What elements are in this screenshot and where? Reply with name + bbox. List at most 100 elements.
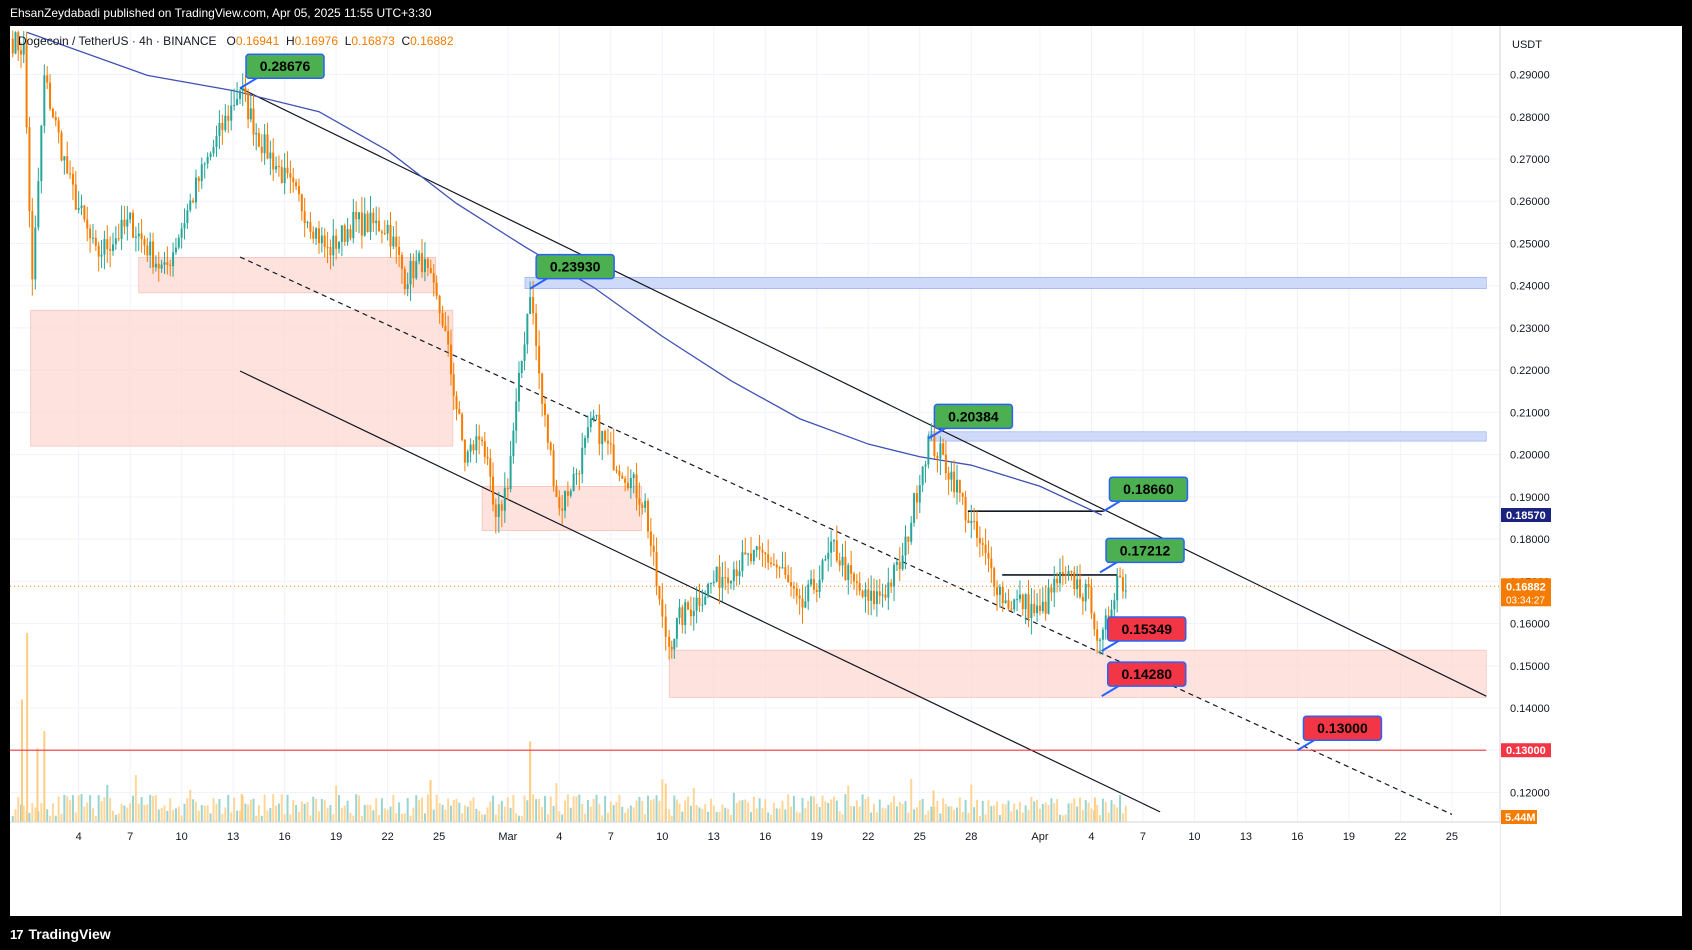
- volume-bar: [526, 800, 529, 822]
- candle-body: [137, 233, 140, 237]
- candle-body: [447, 331, 450, 345]
- candle-body: [438, 295, 441, 314]
- volume-bar: [492, 795, 495, 822]
- candle-body: [918, 485, 921, 503]
- x-tick-label: Apr: [1031, 831, 1048, 843]
- candle-body: [1084, 584, 1087, 602]
- candle-body: [306, 222, 309, 224]
- candle-body: [340, 225, 343, 242]
- volume-bar: [724, 807, 727, 822]
- volume-bar: [326, 807, 329, 822]
- candle-body: [1076, 579, 1079, 590]
- chart-panel[interactable]: 0.28676 0.23930 0.20384 0.18660 0.17212 0.153…: [10, 26, 1682, 916]
- candle-body: [898, 561, 901, 570]
- volume-bar: [114, 814, 117, 822]
- candle-body: [1101, 629, 1104, 640]
- volume-bar: [297, 811, 300, 822]
- resistance-zone: [524, 276, 1487, 289]
- volume-bar: [192, 799, 195, 822]
- candle-body: [812, 579, 815, 590]
- volume-bar: [51, 803, 54, 822]
- candle-body: [500, 504, 503, 511]
- volume-bar: [335, 785, 338, 822]
- volume-bar: [509, 807, 512, 822]
- volume-bar: [1044, 802, 1047, 822]
- tradingview-brand[interactable]: 17 TradingView: [10, 926, 111, 942]
- candle-body: [875, 591, 878, 605]
- volume-bar: [420, 797, 423, 822]
- candle-body: [315, 228, 318, 239]
- volume-bar: [1001, 803, 1004, 822]
- volume-bar: [978, 815, 981, 822]
- candle-body: [186, 210, 189, 224]
- candle-body: [192, 200, 195, 203]
- candle-body: [1119, 575, 1122, 578]
- volume-bar: [386, 809, 389, 822]
- candle-body: [1096, 629, 1099, 641]
- volume-bar: [463, 805, 466, 822]
- volume-bar: [389, 806, 392, 822]
- candle-body: [1058, 572, 1061, 584]
- volume-bar: [578, 794, 581, 822]
- volume-bar: [947, 806, 950, 822]
- candle-body: [352, 211, 355, 239]
- candle-body: [275, 166, 278, 170]
- volume-bar: [549, 796, 552, 822]
- candle-body: [529, 297, 532, 314]
- candle-body: [835, 540, 838, 561]
- volume-bar: [990, 806, 993, 822]
- symbol-title: Dogecoin / TetherUS · 4h · BINANCE: [18, 34, 217, 48]
- volume-bar: [1067, 803, 1070, 822]
- volume-bar: [378, 815, 381, 822]
- volume-bar: [409, 815, 412, 822]
- volume-bar: [472, 797, 475, 822]
- candle-body: [801, 598, 804, 608]
- volume-bar: [615, 802, 618, 822]
- volume-bar: [541, 807, 544, 822]
- candle-body: [827, 552, 830, 560]
- candle-body: [320, 235, 323, 244]
- volume-bar: [707, 811, 710, 822]
- y-tick-label: 0.20000: [1510, 450, 1550, 462]
- volume-bar: [352, 815, 355, 822]
- volume-bar: [1061, 815, 1064, 822]
- volume-bar: [930, 806, 933, 822]
- candlestick-chart[interactable]: 0.28676 0.23930 0.20384 0.18660 0.17212 0.153…: [10, 26, 1682, 916]
- volume-bar: [74, 812, 77, 822]
- volume-bar: [31, 803, 34, 822]
- volume-bar: [958, 797, 961, 822]
- symbol-legend: Dogecoin / TetherUS · 4h · BINANCE O0.16…: [18, 34, 454, 48]
- candle-body: [652, 545, 655, 552]
- candle-body: [1116, 575, 1119, 601]
- candle-body: [37, 181, 40, 228]
- volume-bar: [140, 797, 143, 822]
- volume-bar: [1027, 809, 1030, 822]
- candle-body: [939, 443, 942, 459]
- annotation-label-text: 0.14280: [1121, 666, 1172, 682]
- volume-bar: [438, 803, 441, 822]
- candle-body: [326, 247, 329, 249]
- candle-body: [893, 564, 896, 587]
- candle-body: [778, 567, 781, 569]
- candle-body: [163, 262, 166, 265]
- candle-body: [34, 227, 37, 280]
- volume-bar: [1079, 797, 1082, 822]
- candle-body: [612, 444, 615, 470]
- volume-bar: [383, 808, 386, 822]
- volume-bar: [881, 807, 884, 822]
- candle-body: [392, 236, 395, 247]
- candle-body: [481, 439, 484, 442]
- volume-bar: [60, 813, 63, 822]
- candle-body: [1064, 573, 1067, 576]
- volume-bar: [790, 806, 793, 822]
- candle-body: [1013, 599, 1016, 610]
- volume-bar: [810, 796, 813, 822]
- candle-body: [561, 508, 564, 511]
- candle-body: [621, 475, 624, 479]
- volume-bar: [497, 804, 500, 822]
- volume-bar: [844, 794, 847, 822]
- candle-body: [297, 186, 300, 195]
- candle-body: [22, 43, 25, 55]
- volume-bar: [673, 795, 676, 822]
- candle-body: [535, 313, 538, 346]
